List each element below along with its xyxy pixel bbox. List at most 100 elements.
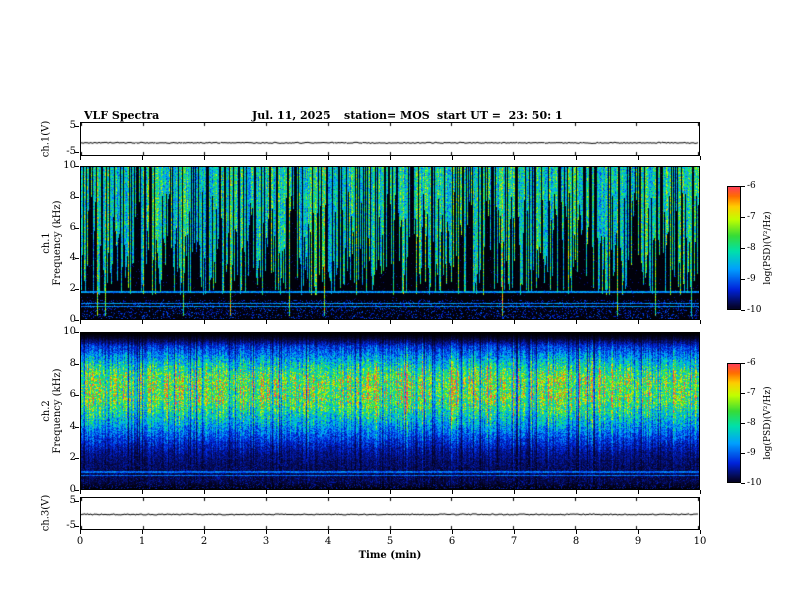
x-tick-label: 2 [200, 536, 208, 547]
start-time-label: start UT = 23: 50: 1 [437, 109, 563, 122]
ch1-spectrogram-canvas [81, 167, 699, 319]
axis-tick [75, 258, 79, 259]
ch1-spectrogram-axis-label: ch.1 Frequency (kHz) [41, 200, 63, 285]
axis-tick [142, 156, 143, 160]
axis-tick [80, 320, 81, 324]
ch2-spectrogram-panel [80, 332, 700, 490]
x-tick-label: 7 [510, 536, 518, 547]
x-tick-label: 5 [386, 536, 394, 547]
colorbar-tick-label: -9 [747, 274, 756, 284]
axis-tick [80, 490, 81, 494]
ch1-spec-y-tick-label: 0 [69, 314, 76, 325]
x-tick-label: 10 [693, 536, 707, 547]
axis-tick [741, 423, 745, 424]
axis-tick [576, 530, 577, 534]
axis-tick [514, 490, 515, 494]
ch3-voltage-trace-canvas [81, 498, 699, 529]
ch2-spectrogram-canvas [81, 333, 699, 489]
colorbar-tick-label: -10 [747, 305, 762, 315]
colorbar-tick-label: -9 [747, 448, 756, 458]
x-tick-label: 4 [324, 536, 332, 547]
axis-tick [204, 156, 205, 160]
ch1-spectrogram-panel [80, 166, 700, 320]
axis-tick [390, 156, 391, 160]
axis-tick [75, 526, 79, 527]
axis-tick [266, 490, 267, 494]
axis-tick [328, 490, 329, 494]
axis-tick [204, 490, 205, 494]
axis-tick [638, 530, 639, 534]
ch1-voltage-axis-label: ch.1(V) [40, 120, 52, 158]
colorbar-tick-label: -8 [747, 418, 756, 428]
axis-tick [514, 156, 515, 160]
colorbar-tick-label: -10 [747, 478, 762, 488]
axis-tick [75, 126, 79, 127]
axis-tick [142, 320, 143, 324]
axis-tick [452, 530, 453, 534]
ch3-voltage-panel [80, 497, 700, 530]
axis-tick [700, 490, 701, 494]
axis-tick [75, 501, 79, 502]
axis-tick [142, 530, 143, 534]
axis-tick [204, 530, 205, 534]
axis-tick [741, 393, 745, 394]
axis-tick [638, 156, 639, 160]
ch2-spec-y-tick-label: 4 [69, 420, 76, 432]
axis-tick [741, 248, 745, 249]
axis-tick [75, 289, 79, 290]
axis-tick [576, 490, 577, 494]
axis-tick [452, 490, 453, 494]
ch1-voltage-panel [80, 122, 700, 156]
axis-tick [700, 320, 701, 324]
figure-title: VLF Spectra [84, 109, 160, 122]
axis-tick [514, 320, 515, 324]
ch1-spec-y-tick-label: 4 [69, 252, 76, 264]
axis-tick [75, 197, 79, 198]
axis-tick [700, 530, 701, 534]
axis-tick [700, 156, 701, 160]
axis-tick [390, 490, 391, 494]
voltage-y-tick-label: 5 [69, 495, 76, 506]
axis-tick [75, 320, 79, 321]
axis-tick [204, 320, 205, 324]
axis-tick [741, 483, 745, 484]
axis-tick [80, 530, 81, 534]
colorbar-tick-label: -6 [747, 181, 756, 191]
axis-tick [638, 490, 639, 494]
x-tick-label: 1 [138, 536, 146, 547]
ch2-frequency-axis-label: Frequency (kHz) [52, 368, 63, 454]
axis-tick [266, 320, 267, 324]
axis-tick [75, 166, 79, 167]
axis-tick [75, 490, 79, 491]
axis-tick [741, 279, 745, 280]
x-tick-label: 8 [572, 536, 580, 547]
axis-tick [741, 186, 745, 187]
ch1-colorbar-canvas [728, 187, 740, 309]
voltage-y-tick-label: -5 [66, 146, 76, 157]
axis-tick [75, 364, 79, 365]
axis-tick [75, 458, 79, 459]
axis-tick [75, 395, 79, 396]
axis-tick [638, 320, 639, 324]
axis-tick [576, 320, 577, 324]
x-tick-label: 9 [634, 536, 642, 547]
ch2-spec-y-tick-label: 0 [69, 484, 76, 495]
colorbar-tick-label: -8 [747, 243, 756, 253]
ch2-colorbar [727, 363, 741, 483]
axis-tick [576, 156, 577, 160]
axis-tick [328, 530, 329, 534]
axis-tick [741, 363, 745, 364]
ch2-spec-y-tick-label: 6 [69, 389, 76, 401]
axis-tick [741, 217, 745, 218]
colorbar-tick-label: -6 [747, 358, 756, 368]
ch2-colorbar-canvas [728, 364, 740, 482]
axis-tick [514, 530, 515, 534]
ch2-spec-y-tick-label: 2 [69, 452, 76, 464]
figure-date: Jul. 11, 2025 [252, 109, 331, 122]
axis-tick [75, 228, 79, 229]
ch1-spec-y-tick-label: 2 [69, 283, 76, 295]
axis-tick [75, 332, 79, 333]
colorbar-tick-label: -7 [747, 212, 756, 222]
axis-tick [741, 453, 745, 454]
